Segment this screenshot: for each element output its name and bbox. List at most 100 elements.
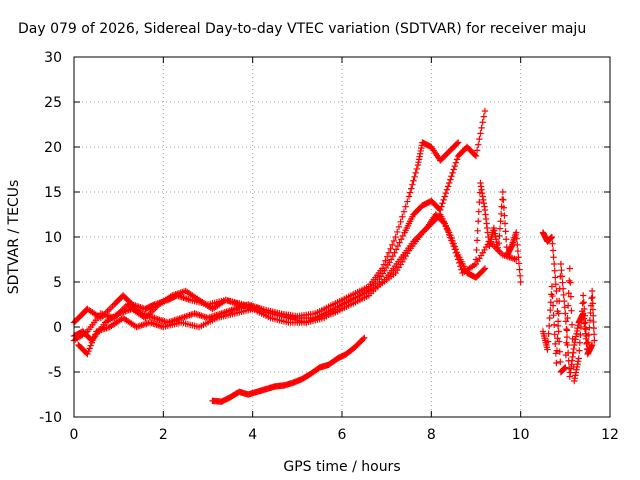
y-tick-label: 5 (53, 275, 62, 291)
data-point (567, 279, 574, 286)
data-point (513, 229, 520, 236)
data-point (446, 179, 453, 187)
data-point (478, 124, 485, 132)
data-point (568, 307, 575, 314)
data-point (452, 159, 460, 166)
data-point (499, 188, 506, 196)
data-point (85, 347, 92, 355)
data-point (399, 232, 407, 240)
x-tick-label: 10 (512, 427, 530, 443)
data-point (448, 234, 455, 242)
data-point (480, 113, 488, 120)
data-point (550, 311, 557, 319)
data-point (405, 193, 413, 200)
data-point (560, 291, 567, 299)
data-point (576, 347, 583, 354)
data-point (555, 338, 563, 345)
y-tick-label: -5 (48, 365, 62, 381)
data-point (438, 203, 445, 210)
data-point (409, 181, 416, 188)
x-tick-label: 12 (601, 427, 619, 443)
chart-title: Day 079 of 2026, Sidereal Day-to-day VTE… (18, 21, 586, 37)
data-point (546, 314, 553, 322)
data-point (472, 152, 480, 160)
data-point (549, 292, 556, 300)
data-point (497, 210, 505, 218)
data-point (391, 249, 398, 256)
data-point (564, 341, 571, 349)
x-tick-label: 0 (70, 427, 79, 443)
y-tick-label: 20 (44, 140, 62, 156)
data-point (545, 322, 553, 330)
series-track-E (209, 334, 368, 405)
data-point (90, 333, 98, 341)
data-point (392, 233, 399, 241)
data-point (553, 287, 560, 295)
data-point (558, 273, 566, 280)
data-point (396, 239, 403, 246)
data-point (447, 232, 454, 239)
data-point (453, 248, 461, 256)
data-point (397, 218, 404, 226)
series-track-F (472, 179, 524, 286)
data-point (501, 220, 509, 227)
data-point (552, 281, 560, 288)
data-point (589, 300, 596, 307)
data-point (554, 322, 562, 330)
data-point (480, 266, 488, 273)
data-point (564, 302, 572, 309)
data-point (565, 290, 572, 297)
data-point (440, 196, 447, 204)
data-point (476, 198, 483, 206)
data-point (412, 169, 419, 177)
data-point (544, 338, 552, 345)
data-point (89, 336, 97, 344)
data-point (589, 306, 597, 313)
data-point (394, 242, 402, 250)
data-point (558, 266, 565, 274)
data-point (547, 299, 555, 306)
data-point (450, 166, 457, 173)
data-point (580, 292, 587, 299)
grid (74, 57, 610, 417)
data-point (392, 246, 400, 253)
data-point (449, 237, 456, 245)
data-point (502, 236, 510, 243)
data-point (516, 272, 524, 280)
data-point (389, 241, 396, 249)
data-point (564, 314, 571, 322)
data-point (515, 254, 522, 261)
data-point (496, 232, 503, 240)
data-point (473, 246, 480, 254)
data-point (514, 241, 521, 249)
data-point (568, 321, 576, 328)
data-point (473, 237, 481, 244)
data-point (548, 283, 556, 290)
y-tick-label: 10 (44, 230, 62, 246)
data-point (562, 310, 569, 317)
data-point (562, 318, 570, 325)
data-point (452, 246, 460, 253)
data-point (475, 141, 482, 148)
data-point (399, 213, 406, 220)
data-point (589, 293, 596, 301)
data-point (472, 256, 480, 263)
data-point (474, 227, 481, 235)
y-axis-label: SDTVAR / TECUs (6, 180, 22, 295)
data-point (516, 266, 523, 273)
series-track-H (539, 260, 596, 380)
data-point (87, 342, 94, 349)
data-point (581, 305, 588, 313)
data-point (552, 274, 559, 281)
data-point (557, 358, 564, 366)
data-point (394, 228, 401, 236)
axis-ticks: 0 2 4 6 8 10 12 -10 -5 0 5 10 15 20 25 30 (39, 50, 619, 443)
data-point (475, 218, 482, 225)
data-point (481, 265, 489, 272)
data-point (382, 257, 389, 264)
data-point (502, 228, 509, 235)
data-point (450, 240, 457, 247)
data-point (453, 140, 461, 147)
data-point (384, 253, 391, 260)
data-point (387, 245, 394, 253)
